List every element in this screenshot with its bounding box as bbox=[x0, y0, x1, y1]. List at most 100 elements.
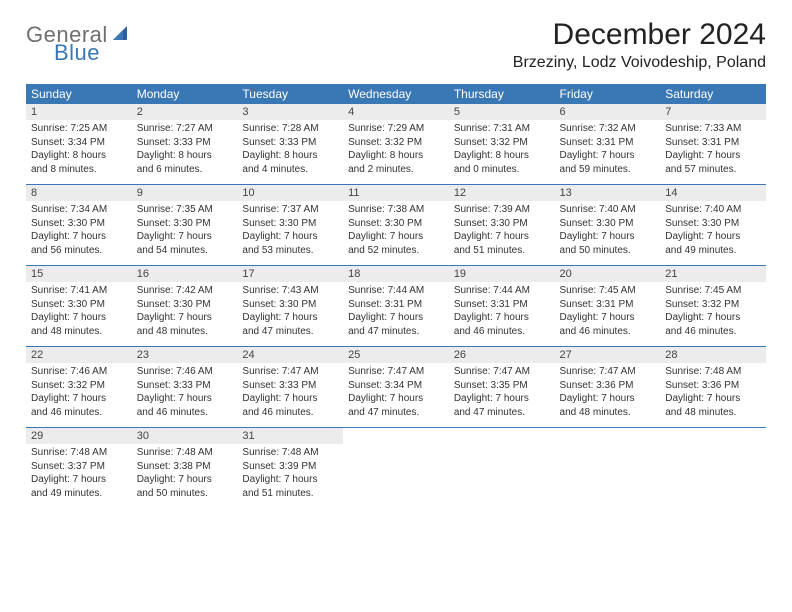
day-number-cell: 7 bbox=[660, 104, 766, 120]
day-detail-cell: Sunrise: 7:47 AMSunset: 3:34 PMDaylight:… bbox=[343, 363, 449, 428]
day-number-cell: 31 bbox=[237, 428, 343, 444]
sunset-line: Sunset: 3:36 PM bbox=[560, 379, 656, 393]
sunset-line: Sunset: 3:30 PM bbox=[560, 217, 656, 231]
day-detail-cell: Sunrise: 7:25 AMSunset: 3:34 PMDaylight:… bbox=[26, 120, 132, 185]
day-detail-cell: Sunrise: 7:32 AMSunset: 3:31 PMDaylight:… bbox=[555, 120, 661, 185]
day-number-cell: 30 bbox=[132, 428, 238, 444]
sunrise-line: Sunrise: 7:37 AM bbox=[242, 203, 338, 217]
daylight-line-2: and 59 minutes. bbox=[560, 163, 656, 177]
day-detail-cell: Sunrise: 7:48 AMSunset: 3:37 PMDaylight:… bbox=[26, 444, 132, 508]
page-header: General Blue December 2024 Brzeziny, Lod… bbox=[26, 18, 766, 76]
daylight-line-2: and 50 minutes. bbox=[560, 244, 656, 258]
day-number-cell: 18 bbox=[343, 266, 449, 282]
sunrise-line: Sunrise: 7:25 AM bbox=[31, 122, 127, 136]
sunrise-line: Sunrise: 7:27 AM bbox=[137, 122, 233, 136]
sunrise-line: Sunrise: 7:47 AM bbox=[242, 365, 338, 379]
sunrise-line: Sunrise: 7:48 AM bbox=[137, 446, 233, 460]
day-detail-cell: Sunrise: 7:47 AMSunset: 3:36 PMDaylight:… bbox=[555, 363, 661, 428]
daylight-line-2: and 48 minutes. bbox=[560, 406, 656, 420]
sunset-line: Sunset: 3:34 PM bbox=[348, 379, 444, 393]
sunset-line: Sunset: 3:33 PM bbox=[242, 136, 338, 150]
sunset-line: Sunset: 3:32 PM bbox=[348, 136, 444, 150]
sunset-line: Sunset: 3:31 PM bbox=[454, 298, 550, 312]
daylight-line-2: and 46 minutes. bbox=[665, 325, 761, 339]
day-number-cell: 26 bbox=[449, 347, 555, 363]
day-number-cell: 13 bbox=[555, 185, 661, 201]
daylight-line-1: Daylight: 7 hours bbox=[137, 311, 233, 325]
day-detail-cell: Sunrise: 7:27 AMSunset: 3:33 PMDaylight:… bbox=[132, 120, 238, 185]
daylight-line-1: Daylight: 7 hours bbox=[137, 392, 233, 406]
day-detail-row: Sunrise: 7:46 AMSunset: 3:32 PMDaylight:… bbox=[26, 363, 766, 428]
day-detail-cell: Sunrise: 7:47 AMSunset: 3:33 PMDaylight:… bbox=[237, 363, 343, 428]
sunrise-line: Sunrise: 7:48 AM bbox=[31, 446, 127, 460]
daylight-line-1: Daylight: 7 hours bbox=[560, 149, 656, 163]
empty-cell bbox=[555, 444, 661, 508]
day-detail-cell: Sunrise: 7:39 AMSunset: 3:30 PMDaylight:… bbox=[449, 201, 555, 266]
empty-cell bbox=[555, 428, 661, 444]
daylight-line-1: Daylight: 7 hours bbox=[454, 392, 550, 406]
daylight-line-2: and 46 minutes. bbox=[560, 325, 656, 339]
sunset-line: Sunset: 3:33 PM bbox=[137, 379, 233, 393]
location-line: Brzeziny, Lodz Voivodeship, Poland bbox=[513, 54, 766, 72]
day-of-week-row: Sunday Monday Tuesday Wednesday Thursday… bbox=[26, 84, 766, 104]
day-detail-cell: Sunrise: 7:35 AMSunset: 3:30 PMDaylight:… bbox=[132, 201, 238, 266]
daylight-line-2: and 48 minutes. bbox=[31, 325, 127, 339]
dow-wednesday: Wednesday bbox=[343, 84, 449, 104]
daylight-line-1: Daylight: 7 hours bbox=[560, 392, 656, 406]
day-detail-cell: Sunrise: 7:45 AMSunset: 3:32 PMDaylight:… bbox=[660, 282, 766, 347]
daylight-line-1: Daylight: 8 hours bbox=[31, 149, 127, 163]
daylight-line-1: Daylight: 7 hours bbox=[665, 149, 761, 163]
day-number-cell: 12 bbox=[449, 185, 555, 201]
daylight-line-2: and 47 minutes. bbox=[348, 406, 444, 420]
day-detail-cell: Sunrise: 7:29 AMSunset: 3:32 PMDaylight:… bbox=[343, 120, 449, 185]
daylight-line-2: and 54 minutes. bbox=[137, 244, 233, 258]
sunset-line: Sunset: 3:30 PM bbox=[137, 217, 233, 231]
day-detail-cell: Sunrise: 7:48 AMSunset: 3:36 PMDaylight:… bbox=[660, 363, 766, 428]
daylight-line-2: and 46 minutes. bbox=[242, 406, 338, 420]
daylight-line-1: Daylight: 7 hours bbox=[31, 392, 127, 406]
sunset-line: Sunset: 3:34 PM bbox=[31, 136, 127, 150]
empty-cell bbox=[449, 428, 555, 444]
day-number-cell: 22 bbox=[26, 347, 132, 363]
daylight-line-1: Daylight: 7 hours bbox=[242, 392, 338, 406]
sunrise-line: Sunrise: 7:31 AM bbox=[454, 122, 550, 136]
daylight-line-2: and 46 minutes. bbox=[137, 406, 233, 420]
sunrise-line: Sunrise: 7:43 AM bbox=[242, 284, 338, 298]
daylight-line-2: and 46 minutes. bbox=[31, 406, 127, 420]
day-detail-cell: Sunrise: 7:42 AMSunset: 3:30 PMDaylight:… bbox=[132, 282, 238, 347]
day-detail-cell: Sunrise: 7:43 AMSunset: 3:30 PMDaylight:… bbox=[237, 282, 343, 347]
brand-logo: General Blue bbox=[26, 18, 131, 64]
day-detail-cell: Sunrise: 7:34 AMSunset: 3:30 PMDaylight:… bbox=[26, 201, 132, 266]
daylight-line-2: and 51 minutes. bbox=[454, 244, 550, 258]
daylight-line-1: Daylight: 7 hours bbox=[137, 473, 233, 487]
day-number-cell: 10 bbox=[237, 185, 343, 201]
sunrise-line: Sunrise: 7:29 AM bbox=[348, 122, 444, 136]
sunset-line: Sunset: 3:32 PM bbox=[31, 379, 127, 393]
daylight-line-2: and 47 minutes. bbox=[242, 325, 338, 339]
sunrise-line: Sunrise: 7:28 AM bbox=[242, 122, 338, 136]
sunset-line: Sunset: 3:33 PM bbox=[242, 379, 338, 393]
daylight-line-1: Daylight: 7 hours bbox=[242, 311, 338, 325]
daylight-line-1: Daylight: 7 hours bbox=[454, 230, 550, 244]
day-detail-row: Sunrise: 7:34 AMSunset: 3:30 PMDaylight:… bbox=[26, 201, 766, 266]
sunset-line: Sunset: 3:35 PM bbox=[454, 379, 550, 393]
sunrise-line: Sunrise: 7:38 AM bbox=[348, 203, 444, 217]
day-detail-cell: Sunrise: 7:46 AMSunset: 3:32 PMDaylight:… bbox=[26, 363, 132, 428]
sunset-line: Sunset: 3:30 PM bbox=[454, 217, 550, 231]
sunrise-line: Sunrise: 7:45 AM bbox=[665, 284, 761, 298]
daylight-line-1: Daylight: 8 hours bbox=[137, 149, 233, 163]
sunrise-line: Sunrise: 7:34 AM bbox=[31, 203, 127, 217]
dow-sunday: Sunday bbox=[26, 84, 132, 104]
day-detail-cell: Sunrise: 7:46 AMSunset: 3:33 PMDaylight:… bbox=[132, 363, 238, 428]
day-number-cell: 11 bbox=[343, 185, 449, 201]
daylight-line-1: Daylight: 7 hours bbox=[31, 311, 127, 325]
sunrise-line: Sunrise: 7:35 AM bbox=[137, 203, 233, 217]
day-number-cell: 16 bbox=[132, 266, 238, 282]
sunset-line: Sunset: 3:30 PM bbox=[242, 217, 338, 231]
day-number-cell: 19 bbox=[449, 266, 555, 282]
day-number-cell: 3 bbox=[237, 104, 343, 120]
daylight-line-2: and 49 minutes. bbox=[31, 487, 127, 501]
sunset-line: Sunset: 3:30 PM bbox=[31, 298, 127, 312]
sunset-line: Sunset: 3:36 PM bbox=[665, 379, 761, 393]
month-title: December 2024 bbox=[513, 18, 766, 52]
